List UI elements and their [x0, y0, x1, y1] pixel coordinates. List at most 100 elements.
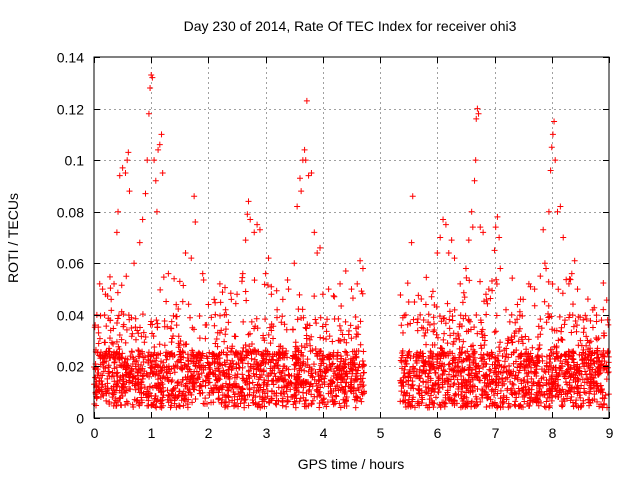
data-point — [161, 317, 168, 324]
data-point — [502, 376, 509, 383]
data-point — [148, 72, 155, 79]
data-point — [337, 404, 344, 411]
data-point — [577, 337, 584, 344]
data-point — [219, 362, 226, 369]
data-point — [342, 348, 349, 355]
data-point — [543, 319, 550, 326]
data-point — [535, 346, 542, 353]
data-point — [587, 360, 594, 367]
data-point — [244, 381, 251, 388]
data-point — [149, 384, 156, 391]
data-point — [308, 391, 315, 398]
data-point — [491, 402, 498, 409]
data-point — [138, 379, 145, 386]
data-point — [342, 356, 349, 363]
data-point — [92, 389, 99, 396]
data-point — [471, 354, 478, 361]
data-point — [440, 336, 447, 343]
data-point — [194, 375, 201, 382]
data-point — [525, 369, 532, 376]
data-point — [579, 376, 586, 383]
data-point — [185, 301, 192, 308]
data-point — [358, 288, 365, 295]
data-point — [349, 348, 356, 355]
data-point — [536, 342, 543, 349]
data-point — [597, 362, 604, 369]
data-point — [116, 332, 123, 339]
data-point — [242, 237, 249, 244]
data-point — [598, 317, 605, 324]
data-point — [326, 356, 333, 363]
data-point — [123, 326, 130, 333]
data-point — [596, 403, 603, 410]
data-point — [290, 326, 297, 333]
data-point — [543, 379, 550, 386]
data-point — [503, 306, 509, 313]
data-point — [128, 366, 135, 373]
data-point — [120, 364, 127, 371]
data-point — [99, 286, 106, 293]
data-point — [565, 353, 572, 360]
data-point — [319, 356, 326, 363]
data-point — [261, 281, 268, 288]
data-point — [317, 244, 324, 251]
data-point — [285, 286, 292, 293]
data-point — [125, 312, 132, 319]
data-point — [533, 389, 540, 396]
data-point — [349, 360, 356, 367]
data-point — [180, 282, 187, 289]
data-point — [114, 383, 121, 390]
data-point — [311, 229, 318, 236]
data-point — [514, 376, 521, 383]
data-point — [496, 234, 503, 241]
data-point — [466, 357, 473, 364]
data-point — [300, 384, 307, 391]
data-point — [323, 328, 330, 335]
data-point — [221, 359, 228, 366]
data-point — [163, 368, 170, 375]
data-point — [306, 322, 313, 329]
data-point — [176, 402, 183, 409]
data-point — [252, 401, 259, 408]
data-point — [531, 302, 538, 309]
data-point — [268, 388, 275, 395]
x-tick-label: 6 — [434, 425, 442, 441]
data-point — [151, 397, 158, 404]
data-point — [453, 391, 460, 398]
data-point — [519, 336, 526, 343]
data-point — [147, 84, 154, 91]
data-point — [491, 329, 498, 336]
data-point — [587, 388, 594, 395]
data-point — [330, 292, 337, 299]
data-point — [95, 340, 102, 347]
data-point — [465, 328, 472, 335]
data-point — [178, 365, 185, 372]
data-point — [562, 391, 569, 398]
data-point — [161, 342, 168, 349]
data-point — [175, 379, 182, 386]
data-point — [110, 402, 117, 409]
data-point — [100, 392, 107, 399]
data-point — [161, 364, 168, 371]
data-point — [212, 371, 219, 378]
data-point — [271, 364, 278, 371]
data-point — [316, 400, 323, 407]
data-point — [195, 371, 202, 378]
y-tick-label: 0.04 — [57, 308, 84, 324]
data-point — [113, 349, 120, 356]
data-point — [418, 400, 425, 407]
data-point — [296, 291, 303, 298]
data-point — [558, 336, 565, 343]
y-tick-label: 0.1 — [65, 153, 85, 169]
data-point — [167, 397, 174, 404]
data-point — [500, 398, 507, 405]
data-point — [343, 349, 350, 356]
data-point — [541, 390, 548, 397]
data-point — [508, 311, 515, 318]
data-point — [300, 360, 307, 367]
data-point — [456, 345, 463, 352]
data-point — [340, 375, 347, 382]
data-point — [150, 401, 157, 408]
data-point — [124, 157, 131, 164]
